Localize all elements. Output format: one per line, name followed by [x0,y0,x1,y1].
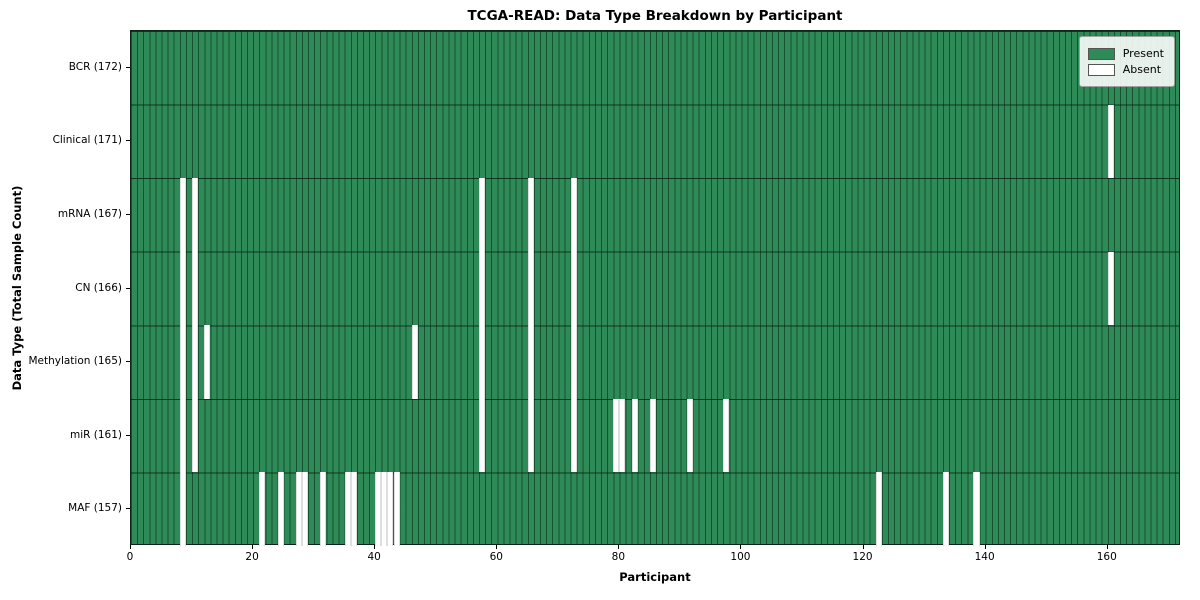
absent-cell [619,398,626,473]
xtick-mark [496,545,498,549]
absent-cell [973,472,980,546]
ytick-mark [126,213,130,215]
absent-cell [613,398,620,473]
absent-cell [344,472,351,546]
absent-cell [527,325,534,399]
xtick-label: 160 [1096,551,1117,563]
absent-cell [192,251,199,326]
absent-cell [301,472,309,546]
absent-cell [387,472,394,546]
absent-swatch [1087,63,1115,76]
xtick-label: 120 [852,551,873,563]
ytick-mark [126,66,130,68]
xtick-mark [740,545,742,549]
xtick-mark [862,545,864,549]
plot-area [130,30,1180,546]
absent-cell [192,178,199,252]
absent-cell [527,178,534,252]
ytick-label: CN (166) [75,281,122,294]
absent-cell [179,398,186,473]
ytick-mark [126,434,130,436]
absent-cell [686,398,693,473]
ytick-mark [126,140,130,142]
absent-cell [192,398,199,473]
absent-cell [1107,104,1114,179]
absent-cell [631,398,638,473]
ytick-label: mRNA (167) [57,207,122,220]
absent-cell [942,472,949,546]
xtick-mark [252,545,254,549]
absent-cell [295,472,302,546]
absent-cell [478,251,486,326]
absent-cell [723,398,730,473]
xtick-mark [1106,545,1108,549]
legend-label-absent: Absent [1122,63,1162,76]
absent-cell [320,472,327,546]
absent-cell [179,251,186,326]
absent-cell [179,472,186,546]
xtick-mark [374,545,376,549]
absent-cell [527,251,534,326]
x-axis-label: Participant [619,570,691,584]
absent-cell [277,472,284,546]
absent-cell [350,472,357,546]
absent-cell [411,325,418,399]
xtick-mark [984,545,986,549]
absent-cell [570,325,577,399]
absent-cell [192,325,199,399]
absent-cell [570,398,577,473]
absent-cell [204,325,211,399]
y-axis-label: Data Type (Total Sample Count) [10,185,24,391]
legend-item-present: Present [1087,47,1164,60]
absent-cell [875,472,882,546]
xtick-mark [130,545,131,549]
xtick-label: 20 [245,551,259,563]
ytick-mark [126,287,130,289]
xtick-label: 140 [974,551,995,563]
xtick-label: 60 [489,551,503,563]
absent-cell [375,472,382,546]
ytick-label: miR (161) [69,428,122,441]
absent-cell [527,398,534,473]
absent-cell [478,325,486,399]
ytick-mark [126,508,130,510]
absent-cell [179,325,186,399]
absent-cell [570,178,577,252]
absent-cell [259,472,266,546]
xtick-label: 40 [367,551,381,563]
absent-cell [1107,251,1114,326]
present-swatch [1087,47,1115,60]
ytick-label: Clinical (171) [52,134,122,147]
chart-title: TCGA-READ: Data Type Breakdown by Partic… [467,8,843,24]
absent-cell [478,178,486,252]
xtick-label: 100 [730,551,751,563]
legend-item-absent: Absent [1087,63,1164,76]
ytick-label: BCR (172) [68,60,122,73]
absent-cell [393,472,400,546]
absent-cell [570,251,577,326]
absent-cell [478,398,486,473]
ytick-label: MAF (157) [68,502,122,515]
ytick-mark [126,361,130,363]
xtick-label: 0 [126,551,134,563]
xtick-label: 80 [611,551,626,563]
absent-cell [649,398,656,473]
ytick-label: Methylation (165) [28,355,122,368]
absent-cell [179,178,186,252]
legend: Present Absent [1078,36,1175,87]
legend-label-present: Present [1122,47,1164,60]
xtick-mark [618,545,620,549]
absent-cell [381,472,388,546]
